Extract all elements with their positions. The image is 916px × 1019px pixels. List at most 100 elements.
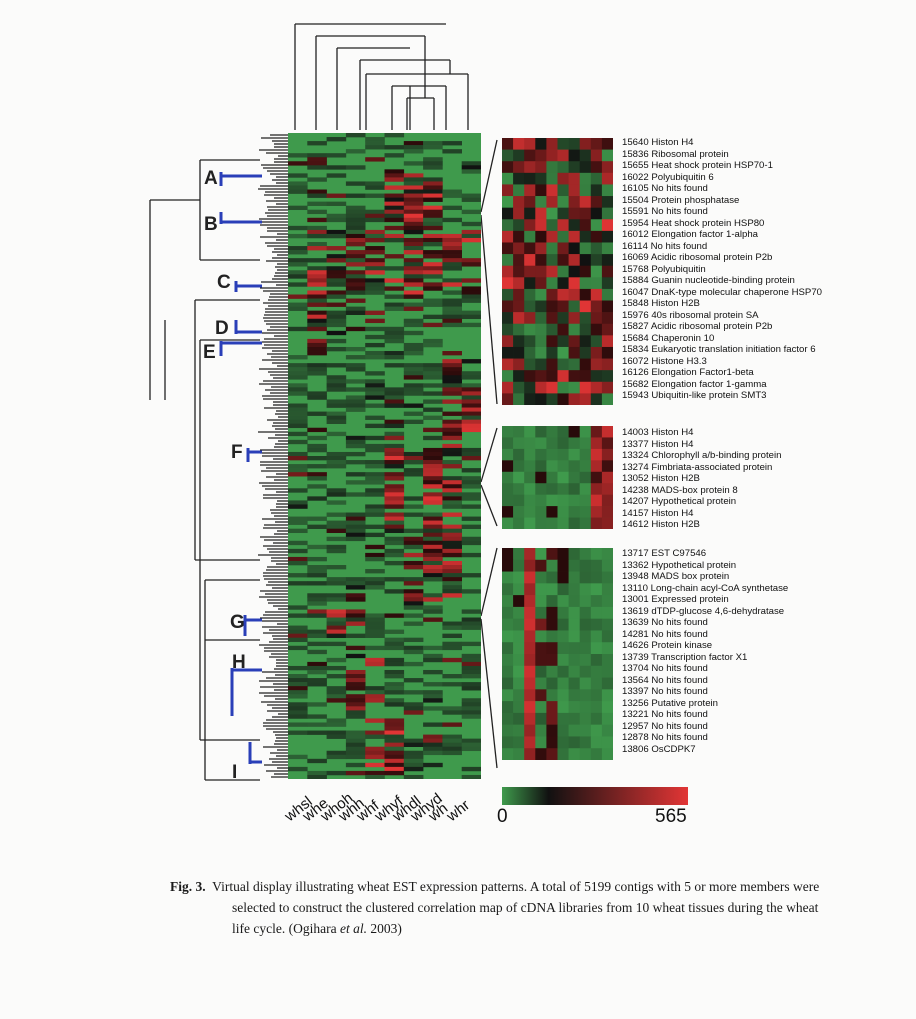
heatmap-cell [288,605,308,610]
caption-text: Virtual display illustrating wheat EST e… [212,879,820,936]
heatmap-cell [403,367,424,372]
heatmap-cell [365,629,385,634]
zoom-cell [546,471,558,484]
heatmap-cell [423,645,443,651]
heatmap-cell [326,294,347,299]
zoom-cell [502,448,514,461]
zoom-cell [590,196,603,208]
heatmap-cell [423,193,443,198]
heatmap-cell [461,419,481,424]
heatmap-cell [365,423,385,429]
heatmap-cell [345,407,366,412]
heatmap-cell [442,193,462,198]
heatmap-cell [403,758,424,764]
zoom-cell [513,618,525,631]
heatmap-cell [307,702,327,707]
heatmap-cell [423,669,443,675]
zoom-heatmap-2 [502,426,613,529]
zoom-cell [546,712,558,725]
zoom-cell [590,370,603,383]
zoom-cell [590,642,603,655]
heatmap-cell [326,302,347,307]
zoom-cell [513,358,525,371]
heatmap-cell [345,653,366,659]
heatmap-cell [423,427,443,433]
heatmap-cell [442,141,462,146]
heatmap-cell [461,609,481,614]
heatmap-cell [442,205,462,211]
zoom-cell [513,548,525,561]
heatmap-cell [403,460,424,465]
zoom-cell [601,448,613,461]
heatmap-cell [442,532,462,538]
heatmap-cell [423,302,443,307]
gene-item: 15591 No hits found [622,206,708,217]
zoom-cell [502,138,514,150]
zoom-cell [590,300,603,313]
heatmap-cell [365,326,385,332]
zoom-cell [590,437,603,450]
zoom-cell [513,288,525,301]
zoom-cell [502,370,514,383]
zoom-cell [579,323,592,336]
zoom-cell [524,335,536,348]
heatmap-cell [307,270,327,275]
heatmap-cell [403,217,424,223]
heatmap-cell [307,302,327,307]
heatmap-cell [403,229,424,235]
heatmap-cell [384,173,405,178]
heatmap-cell [442,682,462,687]
zoom-cell [502,437,514,450]
scale-min-label: 0 [497,806,508,827]
heatmap-cell [442,318,462,324]
heatmap-cell [307,157,327,162]
heatmap-cell [442,306,462,311]
zoom-cell [601,288,613,301]
heatmap-cell [442,443,462,449]
heatmap-cell [365,460,385,465]
heatmap-cell [288,633,308,638]
zoom-cell [590,219,603,232]
zoom-cell [590,381,603,394]
heatmap-cell [307,141,327,146]
heatmap-cell [423,706,443,711]
heatmap-cell [326,770,347,776]
zoom-cell [513,677,525,690]
zoom-cell [579,242,592,255]
heatmap-cell [403,560,424,566]
zoom-cell [513,242,525,255]
zoom-cell [557,724,569,737]
heatmap-cell [345,367,366,372]
zoom-cell [535,583,547,596]
heatmap-cell [345,363,366,368]
heatmap-cell [384,762,405,768]
heatmap-cell [384,758,405,764]
heatmap-cell [461,399,481,404]
heatmap-cell [403,540,424,546]
heatmap-cell [442,560,462,566]
zoom-cell [524,471,536,484]
heatmap-cell [345,532,366,538]
zoom-cell [502,665,514,678]
heatmap-cell [442,512,462,517]
heatmap-cell [345,270,366,275]
heatmap-cell [384,702,405,707]
zoom-cell [535,606,547,619]
heatmap-cell [307,225,327,231]
heatmap-cell [307,209,327,215]
heatmap-cell [442,500,462,505]
zoom-cell [601,161,613,174]
cluster-label-i: I [232,762,238,783]
heatmap-cell [423,181,443,186]
zoom-cell [513,172,525,185]
heatmap-cell [384,766,405,772]
heatmap-cell [423,536,443,542]
heatmap-cell [365,718,385,723]
heatmap-cell [288,407,308,412]
zoom-cell [535,172,547,185]
heatmap-cell [326,322,347,328]
heatmap-cell [423,560,443,566]
zoom-cell [513,506,525,518]
heatmap-cell [365,625,385,630]
heatmap-cell [345,674,366,679]
